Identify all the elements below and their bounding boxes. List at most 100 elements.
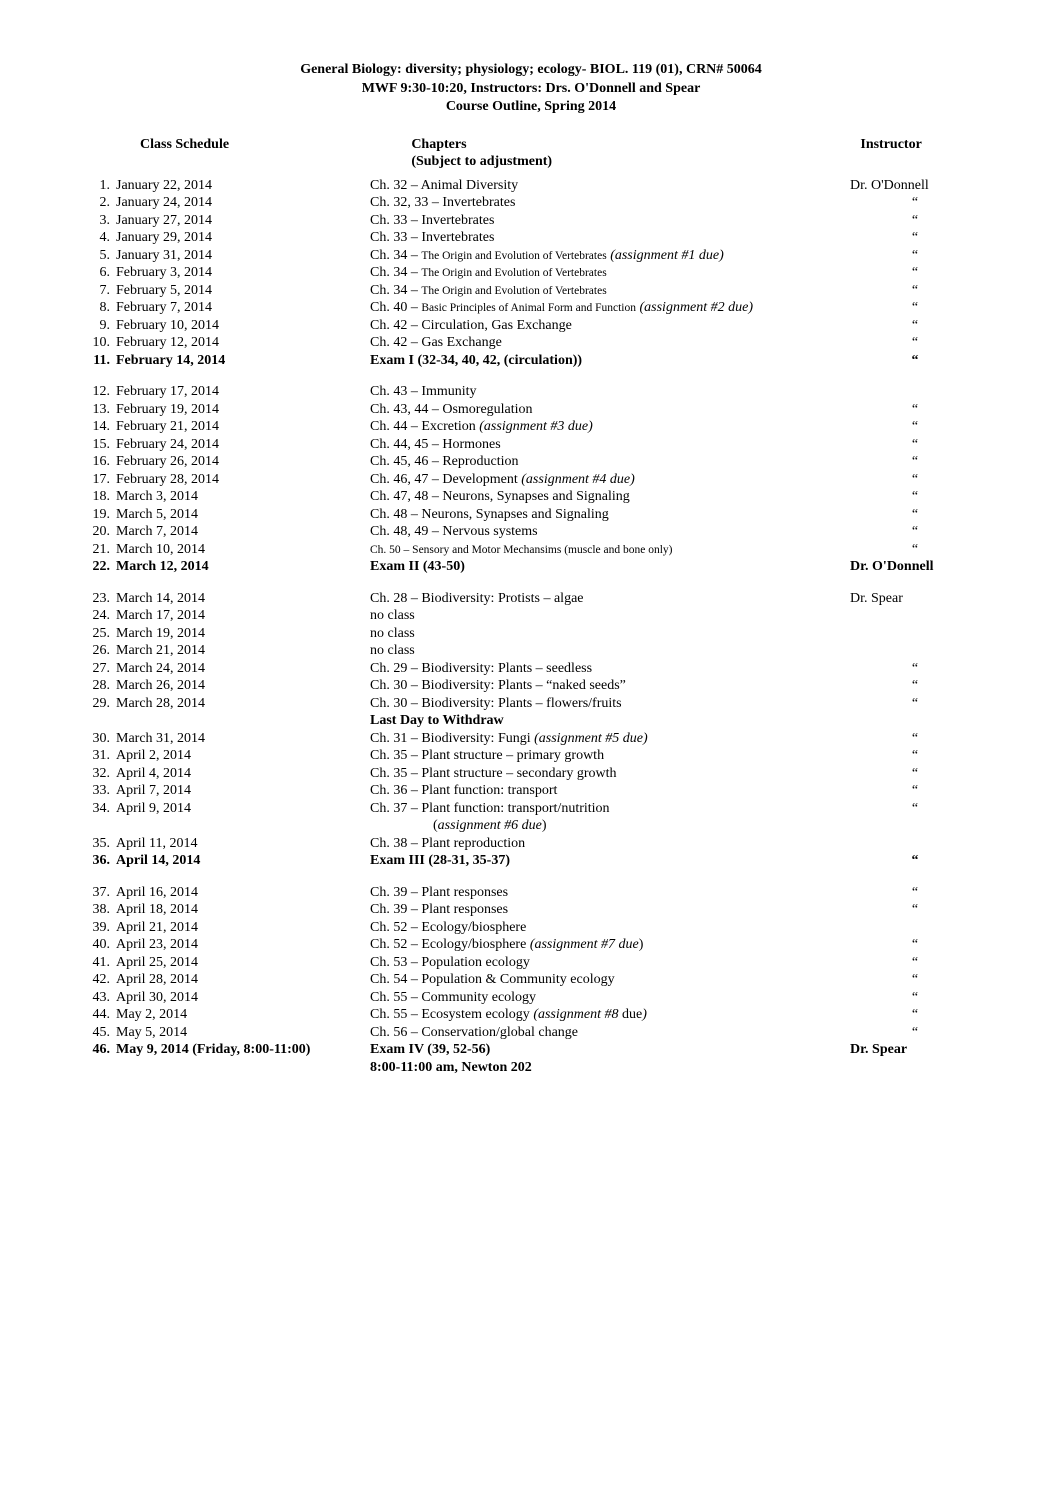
row-number: 29. <box>80 695 116 713</box>
chapter-cell: Ch. 55 – Ecosystem ecology (assignment #… <box>370 1006 850 1024</box>
chapter-cell: Ch. 45, 46 – Reproduction <box>370 453 850 471</box>
row-date: February 19, 2014 <box>116 401 219 419</box>
schedule-row: 43.April 30, 2014Ch. 55 – Community ecol… <box>80 989 982 1007</box>
row-date: March 7, 2014 <box>116 523 198 541</box>
row-number: 11. <box>80 352 116 370</box>
chapter-cell: Ch. 32, 33 – Invertebrates <box>370 194 850 212</box>
row-date: April 7, 2014 <box>116 782 191 800</box>
schedule-row: 22.March 12, 2014Exam II (43-50)Dr. O'Do… <box>80 558 982 576</box>
row-number: 18. <box>80 488 116 506</box>
instructor-cell: “ <box>850 677 980 695</box>
schedule-row: 39.April 21, 2014Ch. 52 – Ecology/biosph… <box>80 919 982 937</box>
row-number: 19. <box>80 506 116 524</box>
instructor-cell: “ <box>850 800 980 818</box>
chapter-cell: Ch. 36 – Plant function: transport <box>370 782 850 800</box>
row-number: 34. <box>80 800 116 818</box>
schedule-row: 7.February 5, 2014Ch. 34 – The Origin an… <box>80 282 982 300</box>
date-cell: 28.March 26, 2014 <box>80 677 370 695</box>
chapter-cell: Exam IV (39, 52-56) <box>370 1041 850 1059</box>
row-number: 3. <box>80 212 116 230</box>
chapter-cell: Ch. 43 – Immunity <box>370 383 850 401</box>
chapter-cell: Ch. 37 – Plant function: transport/nutri… <box>370 800 850 818</box>
row-date: March 19, 2014 <box>116 625 205 643</box>
chapter-cell: Last Day to Withdraw <box>370 712 850 730</box>
row-number: 40. <box>80 936 116 954</box>
date-cell: 36.April 14, 2014 <box>80 852 370 870</box>
date-cell: 11.February 14, 2014 <box>80 352 370 370</box>
schedule-row: 25.March 19, 2014no class <box>80 625 982 643</box>
schedule-row: 13.February 19, 2014Ch. 43, 44 – Osmoreg… <box>80 401 982 419</box>
row-date: March 31, 2014 <box>116 730 205 748</box>
instructor-cell: “ <box>850 418 980 436</box>
schedule-row: 10.February 12, 2014Ch. 42 – Gas Exchang… <box>80 334 982 352</box>
instructor-cell: “ <box>850 471 980 489</box>
schedule-row: 29.March 28, 2014Ch. 30 – Biodiversity: … <box>80 695 982 713</box>
schedule-row: 8.February 7, 2014Ch. 40 – Basic Princip… <box>80 299 982 317</box>
row-date: March 3, 2014 <box>116 488 198 506</box>
schedule-row: Last Day to Withdraw <box>80 712 982 730</box>
row-date: March 21, 2014 <box>116 642 205 660</box>
schedule-row: 27.March 24, 2014Ch. 29 – Biodiversity: … <box>80 660 982 678</box>
row-date: January 24, 2014 <box>116 194 212 212</box>
schedule-row: 9.February 10, 2014Ch. 42 – Circulation,… <box>80 317 982 335</box>
chapter-cell: Ch. 38 – Plant reproduction <box>370 835 850 853</box>
chapter-cell: Ch. 54 – Population & Community ecology <box>370 971 850 989</box>
row-number: 2. <box>80 194 116 212</box>
schedule-body: 1.January 22, 2014Ch. 32 – Animal Divers… <box>80 177 982 1077</box>
schedule-row: 14.February 21, 2014Ch. 44 – Excretion (… <box>80 418 982 436</box>
chapter-cell: Exam III (28-31, 35-37) <box>370 852 850 870</box>
instructor-cell: “ <box>850 971 980 989</box>
row-date: February 12, 2014 <box>116 334 219 352</box>
row-number: 22. <box>80 558 116 576</box>
chapter-cell: Ch. 53 – Population ecology <box>370 954 850 972</box>
row-date: April 18, 2014 <box>116 901 198 919</box>
schedule-row: 21.March 10, 2014Ch. 50 – Sensory and Mo… <box>80 541 982 559</box>
date-cell: 19.March 5, 2014 <box>80 506 370 524</box>
instructor-cell: “ <box>850 660 980 678</box>
row-number: 26. <box>80 642 116 660</box>
schedule-block: 12.February 17, 2014Ch. 43 – Immunity13.… <box>80 383 982 576</box>
schedule-row: 36.April 14, 2014Exam III (28-31, 35-37)… <box>80 852 982 870</box>
chapter-cell: no class <box>370 642 850 660</box>
schedule-row: 24.March 17, 2014no class <box>80 607 982 625</box>
chapter-cell: Ch. 44, 45 – Hormones <box>370 436 850 454</box>
date-cell: 5.January 31, 2014 <box>80 247 370 265</box>
row-date: May 5, 2014 <box>116 1024 187 1042</box>
row-date: January 31, 2014 <box>116 247 212 265</box>
date-cell: 9.February 10, 2014 <box>80 317 370 335</box>
instructor-cell: “ <box>850 212 980 230</box>
schedule-row: 37.April 16, 2014Ch. 39 – Plant response… <box>80 884 982 902</box>
row-number: 38. <box>80 901 116 919</box>
instructor-cell: “ <box>850 782 980 800</box>
chapter-cell: Ch. 52 – Ecology/biosphere (assignment #… <box>370 936 850 954</box>
row-date: March 17, 2014 <box>116 607 205 625</box>
row-number: 33. <box>80 782 116 800</box>
date-cell: 7.February 5, 2014 <box>80 282 370 300</box>
schedule-row: 12.February 17, 2014Ch. 43 – Immunity <box>80 383 982 401</box>
row-date: January 29, 2014 <box>116 229 212 247</box>
chapter-cell: no class <box>370 607 850 625</box>
row-date: April 23, 2014 <box>116 936 198 954</box>
instructor-cell: “ <box>850 506 980 524</box>
schedule-row: 40.April 23, 2014 Ch. 52 – Ecology/biosph… <box>80 936 982 954</box>
header-line-2: MWF 9:30-10:20, Instructors: Drs. O'Donn… <box>80 80 982 98</box>
instructor-cell: “ <box>850 488 980 506</box>
row-number: 45. <box>80 1024 116 1042</box>
chapter-cell: Ch. 28 – Biodiversity: Protists – algae <box>370 590 850 608</box>
instructor-cell: “ <box>850 229 980 247</box>
chapter-cell: 8:00-11:00 am, Newton 202 <box>370 1059 850 1077</box>
chapter-cell: Ch. 35 – Plant structure – primary growt… <box>370 747 850 765</box>
instructor-cell: “ <box>850 352 980 370</box>
schedule-row: 46.May 9, 2014 (Friday, 8:00-11:00)Exam … <box>80 1041 982 1059</box>
date-cell: 33.April 7, 2014 <box>80 782 370 800</box>
chapter-cell: Exam II (43-50) <box>370 558 850 576</box>
schedule-row: 4.January 29, 2014Ch. 33 – Invertebrates… <box>80 229 982 247</box>
row-number: 12. <box>80 383 116 401</box>
schedule-row: 3.January 27, 2014Ch. 33 – Invertebrates… <box>80 212 982 230</box>
chapter-cell: Ch. 42 – Gas Exchange <box>370 334 850 352</box>
row-date: February 3, 2014 <box>116 264 212 282</box>
chapter-cell: Ch. 35 – Plant structure – secondary gro… <box>370 765 850 783</box>
row-number: 39. <box>80 919 116 937</box>
schedule-row: 34.April 9, 2014Ch. 37 – Plant function:… <box>80 800 982 818</box>
date-cell: 25.March 19, 2014 <box>80 625 370 643</box>
